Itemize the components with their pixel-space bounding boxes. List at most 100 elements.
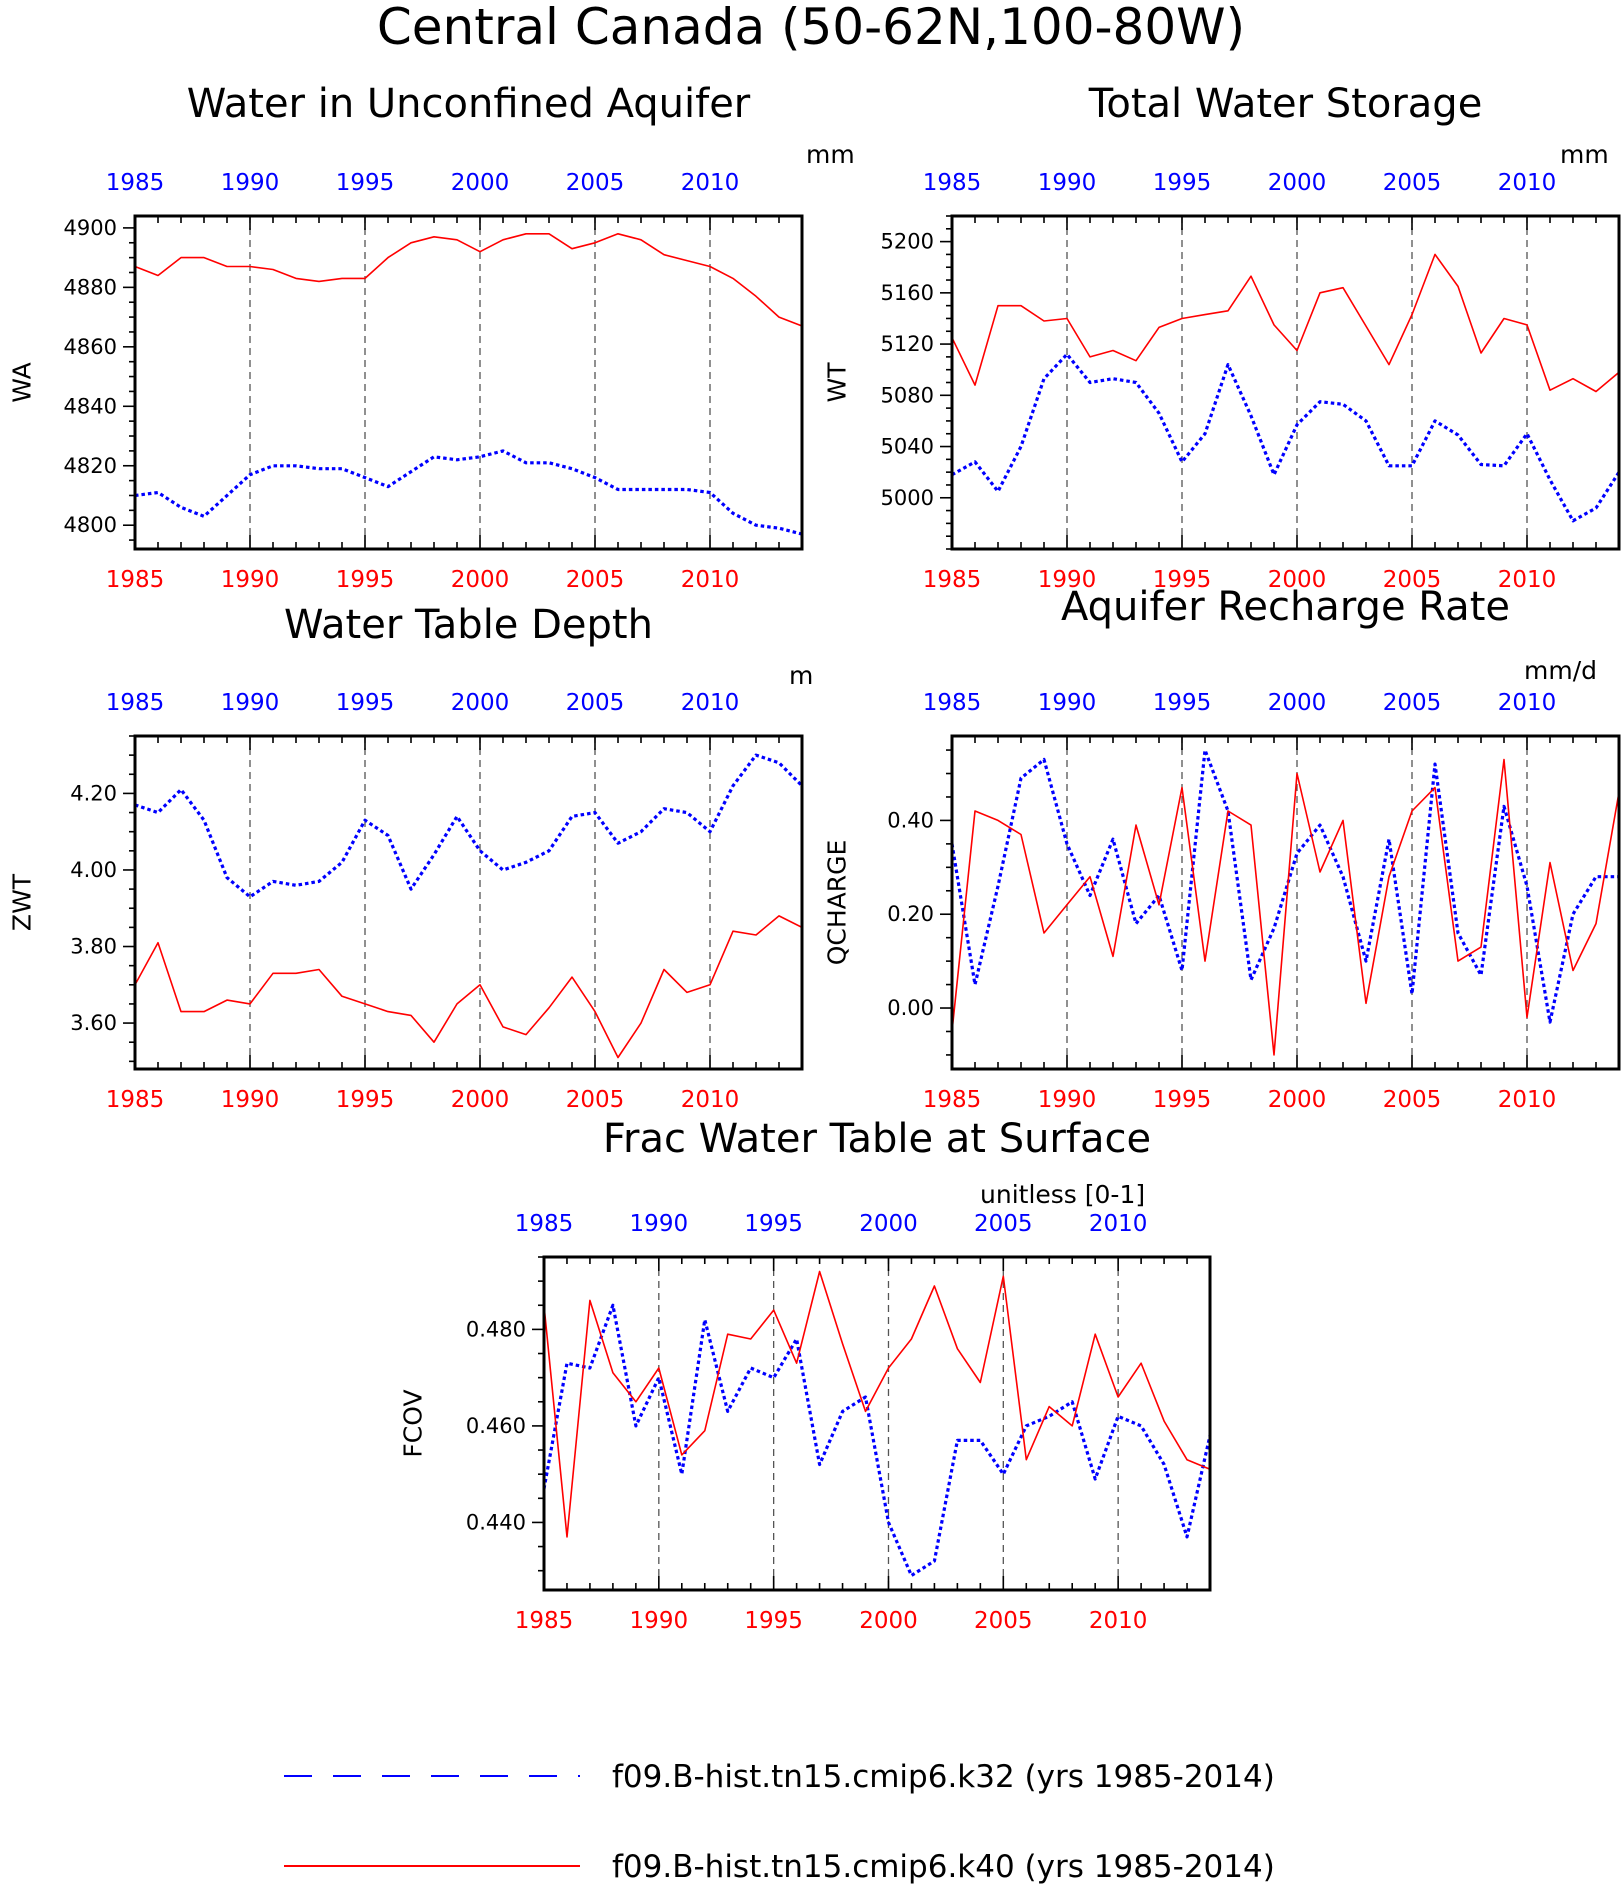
- x-tick-label-bottom: 2005: [566, 1087, 625, 1113]
- y-tick-label: 0.480: [466, 1317, 526, 1341]
- x-tick-label-top: 1995: [1153, 690, 1212, 716]
- series-line-k32: [544, 1303, 1210, 1578]
- x-tick-label-bottom: 2010: [681, 1087, 740, 1113]
- y-tick-label: 4.20: [70, 781, 117, 805]
- y-tick-label: 3.60: [70, 1011, 117, 1035]
- x-tick-label-top: 1995: [1153, 170, 1212, 196]
- y-tick-label: 0.40: [887, 808, 934, 832]
- x-tick-label-top: 2010: [1498, 690, 1557, 716]
- x-tick-label-bottom: 1985: [106, 567, 165, 593]
- chart-panel-3: Water Table Depth m ZWT 3.60 3.80 4.00 4.20 198…: [8, 602, 814, 1113]
- x-tick-label-top: 2010: [1498, 170, 1557, 196]
- series-line-k40: [952, 253, 1619, 393]
- x-tick-label-top: 2000: [451, 690, 510, 716]
- y-tick-label: 5080: [881, 383, 934, 407]
- y-tick-label: 5120: [881, 332, 934, 356]
- chart-title: Total Water Storage: [1088, 81, 1483, 127]
- y-tick-label: 5160: [881, 281, 934, 305]
- chart-frame: [542, 1255, 1212, 1592]
- y-tick-label: 0.20: [887, 902, 934, 926]
- units-label: m: [789, 661, 813, 690]
- y-tick-label: 0.00: [887, 996, 934, 1020]
- x-tick-label-bottom: 2010: [1498, 567, 1557, 593]
- x-tick-label-top: 2000: [859, 1211, 918, 1237]
- y-tick-label: 4800: [64, 513, 117, 537]
- y-tick-label: 5040: [881, 435, 934, 459]
- y-axis-label: QCHARGE: [823, 840, 852, 966]
- x-tick-label-top: 2005: [566, 170, 625, 196]
- x-tick-label-bottom: 1990: [221, 567, 280, 593]
- x-tick-label-top: 1985: [923, 690, 982, 716]
- x-tick-label-bottom: 1985: [515, 1608, 574, 1634]
- series-line-k40: [135, 233, 802, 327]
- chart-frame: [133, 214, 804, 551]
- x-tick-label-bottom: 1995: [1153, 567, 1212, 593]
- x-tick-label-bottom: 2000: [1268, 567, 1327, 593]
- x-tick-label-top: 1995: [336, 690, 395, 716]
- y-axis-label: FCOV: [399, 1389, 428, 1457]
- series-line-k32: [952, 748, 1619, 1024]
- x-tick-label-top: 1990: [221, 170, 280, 196]
- y-tick-label: 4840: [64, 394, 117, 418]
- x-tick-label-bottom: 2000: [1268, 1087, 1327, 1113]
- x-tick-label-bottom: 2010: [1089, 1608, 1148, 1634]
- x-tick-label-top: 2010: [1089, 1211, 1148, 1237]
- chart-panel-4: Aquifer Recharge Rate mm/d QCHARGE 0.00 0.20…: [823, 584, 1621, 1113]
- y-tick-label: 3.80: [70, 935, 117, 959]
- x-tick-label-top: 1985: [106, 170, 165, 196]
- x-tick-label-top: 1990: [221, 690, 280, 716]
- x-tick-label-top: 2005: [1383, 170, 1442, 196]
- x-tick-label-bottom: 1990: [1038, 1087, 1097, 1113]
- x-tick-label-top: 1985: [923, 170, 982, 196]
- series-line-k32: [135, 449, 802, 536]
- x-tick-label-bottom: 2010: [1498, 1087, 1557, 1113]
- x-tick-label-bottom: 2005: [1383, 1087, 1442, 1113]
- x-tick-label-top: 1990: [1038, 690, 1097, 716]
- y-tick-label: 0.460: [466, 1414, 526, 1438]
- x-tick-label-bottom: 1990: [630, 1608, 689, 1634]
- x-tick-label-top: 1990: [1038, 170, 1097, 196]
- x-tick-label-bottom: 1985: [923, 567, 982, 593]
- chart-frame: [950, 214, 1621, 551]
- chart-frame: [950, 734, 1621, 1071]
- x-tick-label-top: 2010: [681, 690, 740, 716]
- chart-panel-1: Water in Unconfined Aquifer mm WA 4800 4820 4…: [8, 81, 855, 593]
- x-tick-label-top: 1985: [515, 1211, 574, 1237]
- y-tick-label: 4820: [64, 454, 117, 478]
- y-tick-label: 4.00: [70, 858, 117, 882]
- series-line-k32: [135, 753, 802, 899]
- x-tick-label-bottom: 1995: [336, 567, 395, 593]
- chart-title: Frac Water Table at Surface: [603, 1116, 1151, 1162]
- x-tick-label-top: 2000: [1268, 690, 1327, 716]
- x-tick-label-top: 2000: [451, 170, 510, 196]
- x-tick-label-bottom: 2005: [974, 1608, 1033, 1634]
- series-line-k40: [544, 1270, 1210, 1538]
- y-tick-label: 4860: [64, 335, 117, 359]
- x-tick-label-top: 2000: [1268, 170, 1327, 196]
- y-tick-label: 5200: [881, 230, 934, 254]
- x-tick-label-bottom: 1990: [221, 1087, 280, 1113]
- units-label: mm/d: [1524, 656, 1597, 685]
- units-label: mm: [1560, 140, 1609, 169]
- series-line-k40: [135, 915, 802, 1059]
- x-tick-label-bottom: 2000: [451, 567, 510, 593]
- x-tick-label-bottom: 1990: [1038, 567, 1097, 593]
- x-tick-label-top: 2010: [681, 170, 740, 196]
- units-label: mm: [806, 140, 855, 169]
- y-tick-label: 4880: [64, 275, 117, 299]
- y-axis-label: ZWT: [8, 873, 37, 931]
- x-tick-label-top: 2005: [566, 690, 625, 716]
- x-tick-label-bottom: 2005: [566, 567, 625, 593]
- chart-panel-5: Frac Water Table at Surface unitless [0-1…: [399, 1116, 1212, 1634]
- chart-panels: Water in Unconfined Aquifer mm WA 4800 4820 4…: [8, 81, 1621, 1634]
- x-tick-label-bottom: 2010: [681, 567, 740, 593]
- y-tick-label: 0.440: [466, 1510, 526, 1534]
- series-line-k40: [952, 758, 1619, 1056]
- x-tick-label-bottom: 1985: [106, 1087, 165, 1113]
- x-tick-label-top: 2005: [974, 1211, 1033, 1237]
- legend-label-2: f09.B-hist.tn15.cmip6.k40 (yrs 1985-2014…: [612, 1849, 1275, 1884]
- legend-label-1: f09.B-hist.tn15.cmip6.k32 (yrs 1985-2014…: [612, 1759, 1275, 1795]
- chart-panel-2: Total Water Storage mm WT 5000 5040 5080 5120 5…: [823, 81, 1621, 593]
- x-tick-label-top: 1995: [336, 170, 395, 196]
